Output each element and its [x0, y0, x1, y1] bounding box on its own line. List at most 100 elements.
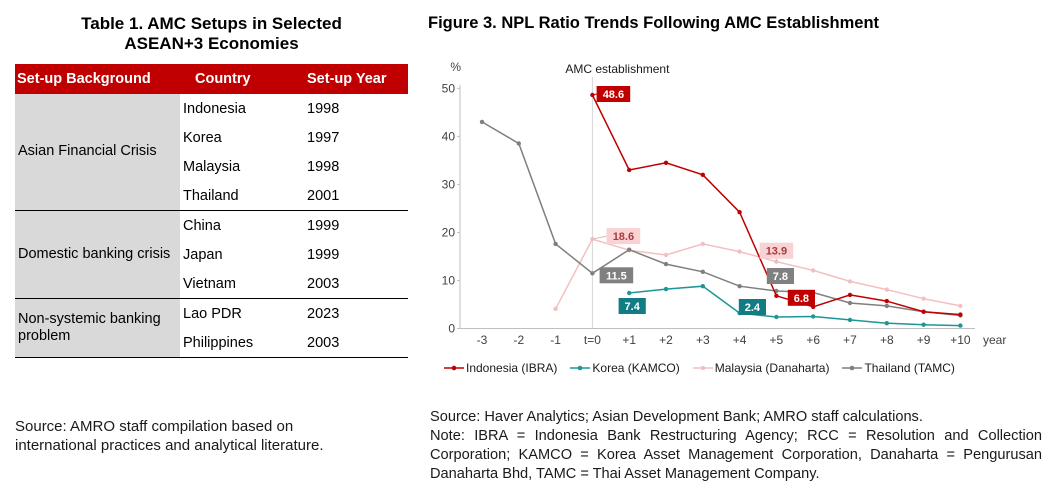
- label-box: [618, 298, 646, 314]
- data-point: [811, 268, 816, 273]
- axes: 0 10 20 30 40 50% -3 -2 -1 t=0 +1 +2 +3 +4 +5 +6 +7 +8 +9 +…: [442, 60, 1007, 347]
- figure-panel: Figure 3. NPL Ratio Trends Following AMC…: [428, 10, 1044, 482]
- table-title-line2: ASEAN+3 Economies: [124, 34, 299, 54]
- table-row: Philippines 2003: [15, 328, 408, 358]
- legend-label: Korea (KAMCO): [592, 361, 680, 375]
- data-point: [884, 303, 889, 309]
- label-text: 6.8: [794, 293, 809, 305]
- y-tick-label: 30: [442, 177, 456, 191]
- x-tick-label: -1: [550, 333, 561, 347]
- label-leader-line: [592, 235, 607, 240]
- x-tick-label: +2: [659, 333, 673, 347]
- data-point: [737, 284, 742, 289]
- label-box: [787, 289, 815, 306]
- npl-trend-chart: AMC establishment 0 10 20 30 40 50% -3 -2 -1 t=0 +1…: [436, 55, 1044, 355]
- x-tick-label: -2: [513, 333, 524, 347]
- figure-title: Figure 3. NPL Ratio Trends Following AMC…: [428, 14, 880, 32]
- figure-source: Source: Haver Analytics; Asian Developme…: [430, 409, 923, 425]
- country-cell: Thailand: [183, 187, 239, 204]
- y-tick-label: 10: [442, 273, 456, 287]
- data-point: [553, 241, 558, 247]
- label-text: 48.6: [603, 89, 624, 101]
- y-tick-label: 0: [448, 322, 455, 336]
- label-text: 13.9: [766, 246, 787, 258]
- series-malaysia-danaharta: [553, 236, 963, 311]
- legend-item: Korea (KAMCO): [570, 361, 680, 375]
- figure-sources: Source: Haver Analytics; Asian Developme…: [430, 408, 1042, 484]
- data-point: [847, 292, 853, 298]
- label-box: [596, 86, 631, 102]
- data-label-18.6: 18.6: [592, 228, 641, 245]
- table-title-line1: Table 1. AMC Setups in Selected: [81, 14, 342, 33]
- data-point: [700, 172, 705, 177]
- data-point: [774, 293, 779, 298]
- table-panel: Table 1. AMC Setups in Selected ASEAN+3 …: [15, 10, 408, 454]
- y-tick-label: 50: [442, 81, 456, 95]
- x-tick-label: +6: [806, 333, 820, 347]
- y-axis-unit-label: %: [450, 60, 461, 74]
- table-source: Source: AMRO staff compilation based on …: [15, 418, 324, 455]
- label-box: [738, 299, 766, 315]
- label-leader-line: [592, 93, 597, 96]
- legend-marker-icon: [692, 365, 713, 371]
- setup-year-cell: 1999: [307, 246, 340, 263]
- data-point: [958, 323, 963, 328]
- data-label-7.4: 7.4: [618, 298, 646, 314]
- table-row: Malaysia 1998: [15, 152, 408, 181]
- label-text: 7.8: [773, 271, 788, 283]
- data-point: [663, 160, 669, 165]
- setup-background-cell: Asian Financial Crisis: [15, 94, 180, 211]
- legend-item: Malaysia (Danaharta): [692, 361, 830, 375]
- data-point: [847, 317, 853, 323]
- table-title: Table 1. AMC Setups in Selected ASEAN+3 …: [15, 14, 408, 54]
- setup-year-cell: 2023: [304, 298, 408, 328]
- data-point: [737, 210, 742, 215]
- data-point: [921, 309, 926, 314]
- x-tick-label: -3: [477, 333, 488, 347]
- setup-year-cell: 2003: [307, 334, 340, 351]
- data-point: [627, 247, 632, 252]
- legend-item: Indonesia (IBRA): [444, 361, 557, 375]
- table-row: Thailand 2001: [15, 181, 408, 211]
- legend-marker-icon: [842, 365, 863, 371]
- country-cell: Japan: [183, 246, 223, 263]
- x-axis-unit-label: year: [983, 333, 1006, 347]
- data-point: [737, 249, 742, 254]
- data-point: [700, 269, 705, 274]
- header-row: Set-up Background Country Set-up Year: [15, 64, 408, 94]
- data-point: [774, 314, 779, 320]
- legend-marker-icon: [570, 365, 591, 371]
- country-cell: Vietnam: [183, 275, 236, 292]
- data-point: [811, 314, 816, 319]
- x-tick-label: +9: [917, 333, 931, 347]
- setup-background-cell: Domestic banking crisis: [15, 210, 180, 299]
- label-box: [606, 228, 641, 245]
- setup-year-cell: 2003: [307, 275, 340, 292]
- data-point: [627, 167, 632, 173]
- legend-item: Thailand (TAMC): [842, 361, 955, 375]
- x-tick-label: +4: [733, 333, 747, 347]
- label-box: [759, 242, 794, 259]
- x-tick-label: +5: [770, 333, 784, 347]
- amc-setups-table: Set-up Background Country Set-up Year Asia…: [15, 64, 408, 358]
- series-indonesia-ibra: [590, 92, 963, 317]
- col-header-2: Country: [180, 64, 304, 94]
- legend-label: Malaysia (Danaharta): [714, 361, 830, 375]
- label-box: [599, 267, 634, 284]
- x-tick-label: t=0: [584, 333, 601, 347]
- series-line: [481, 121, 961, 317]
- data-point: [884, 321, 889, 326]
- data-point: [553, 306, 558, 311]
- data-point: [847, 279, 853, 284]
- data-point: [921, 296, 926, 301]
- npl-chart-svg: AMC establishment 0 10 20 30 40 50% -3 -2 -1 t=0 +1…: [442, 60, 1007, 347]
- setup-background-cell: Non-systemic banking problem: [15, 298, 180, 358]
- data-point: [921, 322, 926, 327]
- data-label-2.4: 2.4: [738, 299, 766, 315]
- country-cell: Malaysia: [183, 158, 241, 175]
- country-cell: China: [180, 210, 304, 240]
- data-point: [590, 271, 595, 276]
- label-text: 7.4: [625, 301, 641, 313]
- data-point: [663, 286, 669, 292]
- table-row: Asian Financial Crisis Indonesia 1998: [15, 94, 408, 211]
